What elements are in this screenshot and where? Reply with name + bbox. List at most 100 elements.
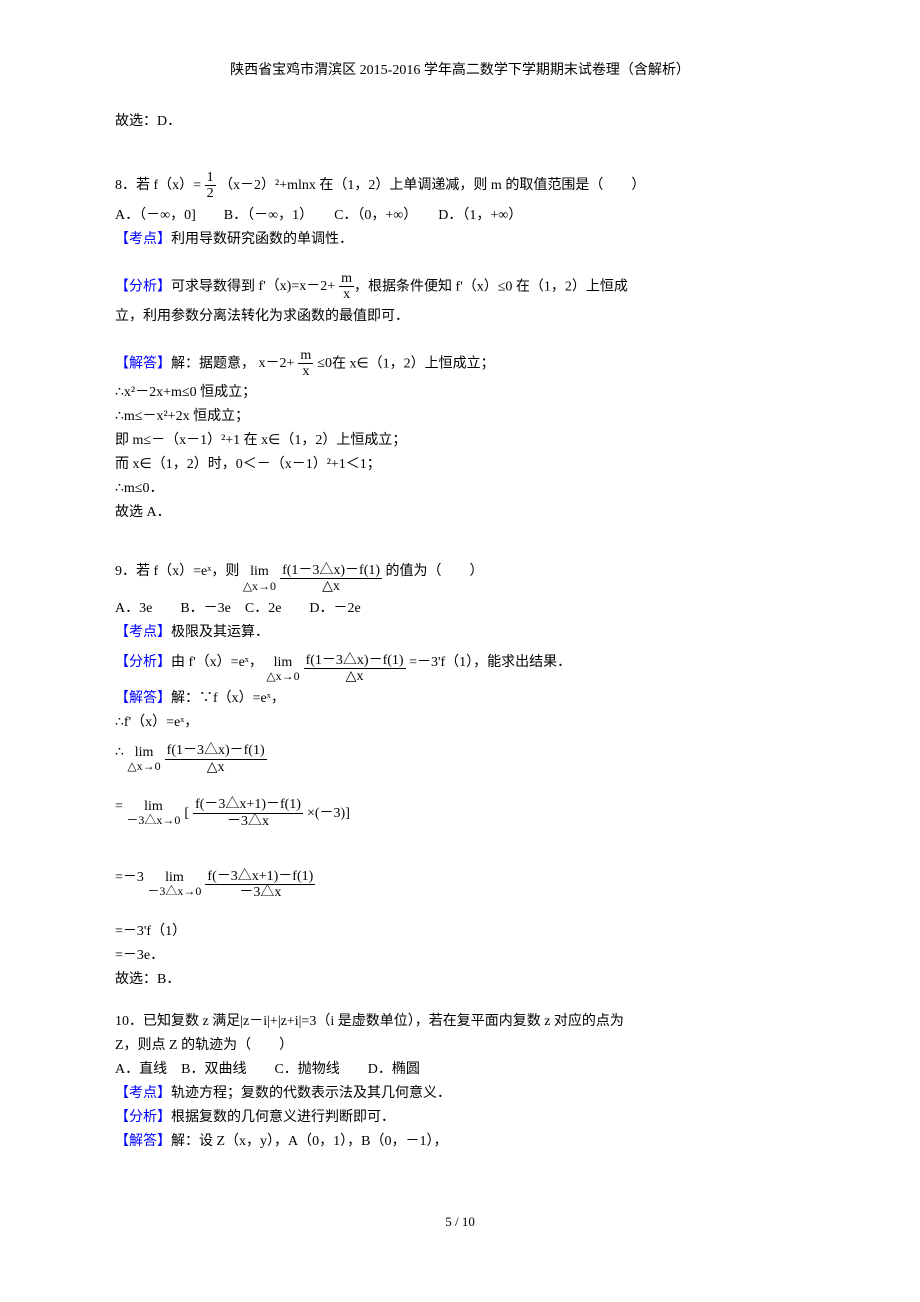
frac-den: △x (304, 669, 406, 684)
q8-deriv-expr: f'（x)=x－2+mx (259, 271, 355, 303)
frac-num: f(1－3△x)－f(1) (280, 563, 382, 579)
q8-jd-l3: ∴m≤－x²+2x 恒成立； (115, 406, 805, 427)
frac-num: m (298, 348, 313, 364)
kd-label: 【考点】 (115, 625, 171, 640)
lim-stack: lim △x→0 (243, 564, 276, 593)
fx-label: 【分析】 (115, 279, 171, 294)
jd-l1: 解：∵f（x）=eˣ， (171, 691, 285, 706)
frac-den: －3△x (205, 885, 315, 900)
lim-under: △x→0 (127, 760, 160, 773)
q10-options: A．直线 B．双曲线 C．抛物线 D．椭圆 (115, 1059, 805, 1080)
lim-under: △x→0 (266, 670, 299, 683)
fx-prefix: 由 f'（x）=eˣ， (171, 655, 263, 670)
q9-jd-limit-1: lim △x→0 f(1－3△x)－f(1)△x (127, 743, 266, 775)
jd-l1-suffix: 在 x∈（1，2）上恒成立； (332, 356, 495, 371)
jd-l1-expr: x－2+ (259, 353, 295, 374)
q10-l2: Z，则点 Z 的轨迹为（ ） (115, 1035, 805, 1056)
q8-frac-half: 12 (205, 170, 216, 202)
q9-jd-block2: = lim －3△x→0 [ f(－3△x+1)－f(1)－3△x ×(－3)] (115, 796, 805, 829)
q9-jd-l6: =－3'f（1） (115, 921, 805, 942)
lim-stack: lim －3△x→0 (126, 799, 180, 828)
q9-stem-prefix: 9．若 f（x）=eˣ，则 (115, 564, 239, 579)
q9-fx-limit: lim △x→0 f(1－3△x)－f(1)△x (266, 653, 405, 685)
q8-jd-l5: 而 x∈（1，2）时，0＜－（x－1）²+1＜1； (115, 454, 805, 475)
kd-text: 利用导数研究函数的单调性． (171, 232, 353, 247)
kd-label: 【考点】 (115, 232, 171, 247)
jd-l3-prefix: ∴ (115, 745, 124, 760)
q8-stem-suffix: （x－2）²+mlnx 在（1，2）上单调递减，则 m 的取值范围是（ ） (219, 178, 645, 193)
jd-label: 【解答】 (115, 691, 171, 706)
deriv-lhs: f'（x)=x－2+ (259, 276, 336, 297)
q8-jd-l2: ∴x²－2x+m≤0 恒成立； (115, 382, 805, 403)
lim-frac: f(1－3△x)－f(1)△x (165, 743, 267, 775)
q8-stem-prefix: 8．若 f（x）= (115, 178, 201, 193)
q8-stem: 8．若 f（x）= 12 （x－2）²+mlnx 在（1，2）上单调递减，则 m… (115, 170, 805, 202)
q10-jiedа: 【解答】解：设 Z（x，y），A（0，1），B（0，－1）， (115, 1131, 805, 1152)
fx-label: 【分析】 (115, 655, 171, 670)
q9-kaodian: 【考点】极限及其运算． (115, 622, 805, 643)
frac-m-x: mx (339, 271, 354, 303)
frac-den: 2 (205, 186, 216, 201)
lim-frac: f(－3△x+1)－f(1)－3△x (193, 797, 303, 829)
frac-m-x: mx (298, 348, 313, 380)
frac-num: f(－3△x+1)－f(1) (193, 797, 303, 813)
q9-limit-expr: lim △x→0 f(1－3△x)－f(1)△x (243, 563, 382, 595)
q9-jd-l1: 【解答】解：∵f（x）=eˣ， (115, 688, 805, 709)
q8-kaodian: 【考点】利用导数研究函数的单调性． (115, 229, 805, 250)
frac-num: m (339, 271, 354, 287)
q9-stem-suffix: 的值为（ ） (386, 564, 484, 579)
q10-l1: 10．已知复数 z 满足|z－i|+|z+i|=3（i 是虚数单位），若在复平面… (115, 1011, 805, 1032)
page-footer: 5 / 10 (115, 1212, 805, 1232)
q8-jd-l4: 即 m≤－（x－1）²+1 在 x∈（1，2）上恒成立； (115, 430, 805, 451)
jd-text: 解：设 Z（x，y），A（0，1），B（0，－1）， (171, 1134, 448, 1149)
frac-num: 1 (205, 170, 216, 186)
b2-prefix: = (115, 799, 123, 814)
lim-frac: f(1－3△x)－f(1)△x (304, 653, 406, 685)
frac-den: －3△x (193, 814, 303, 829)
q8-jd-l7: 故选 A． (115, 502, 805, 523)
q8-jd-expr: x－2+mx≤0 (259, 348, 332, 380)
jd-label: 【解答】 (115, 356, 171, 371)
page-total: 10 (462, 1214, 475, 1229)
q8-fenxi-l1: 【分析】可求导数得到 f'（x)=x－2+mx ，根据条件便知 f'（x）≤0 … (115, 271, 805, 303)
lim-word: lim (243, 564, 276, 579)
q9-fenxi: 【分析】由 f'（x）=eˣ， lim △x→0 f(1－3△x)－f(1)△x… (115, 652, 805, 685)
q8-fenxi-l2: 立，利用参数分离法转化为求函数的最值即可． (115, 306, 805, 327)
mult-close: ×(－3)] (307, 803, 350, 824)
q9-jd-block3: =－3 lim －3△x→0 f(－3△x+1)－f(1)－3△x (115, 867, 805, 900)
fx-rhs: =－3'f（1），能求出结果． (409, 655, 571, 670)
lim-frac: f(1－3△x)－f(1)△x (280, 563, 382, 595)
frac-num: f(－3△x+1)－f(1) (205, 869, 315, 885)
header-title: 陕西省宝鸡市渭滨区 2015-2016 学年高二数学下学期期末试卷理（含解析） (230, 63, 690, 78)
q8-options: A．（－∞，0] B．（－∞，1） C．（0，+∞） D．（1，+∞） (115, 205, 805, 226)
frac-den: x (298, 364, 313, 379)
kd-label: 【考点】 (115, 1086, 171, 1101)
fx-suffix1: ，根据条件便知 f'（x）≤0 在（1，2）上恒成 (354, 279, 628, 294)
q10-kaodian: 【考点】轨迹方程；复数的代数表示法及其几何意义． (115, 1083, 805, 1104)
lim-frac: f(－3△x+1)－f(1)－3△x (205, 869, 315, 901)
q9-jd-l3: ∴ lim △x→0 f(1－3△x)－f(1)△x (115, 742, 805, 775)
lim-under: －3△x→0 (126, 814, 180, 827)
q9-jd-limit-2: lim －3△x→0 [ f(－3△x+1)－f(1)－3△x ×(－3)] (126, 797, 349, 829)
page-sep: / (452, 1214, 462, 1229)
lim-word: lim (266, 655, 299, 670)
frac-den: △x (165, 760, 267, 775)
q9-jd-l2: ∴f'（x）=eˣ， (115, 712, 805, 733)
frac-num: f(1－3△x)－f(1) (165, 743, 267, 759)
lim-stack: lim △x→0 (266, 655, 299, 684)
leq0: ≤0 (317, 353, 332, 374)
lim-stack: lim －3△x→0 (147, 870, 201, 899)
q9-jd-l8: 故选：B． (115, 969, 805, 990)
q10-fenxi: 【分析】根据复数的几何意义进行判断即可． (115, 1107, 805, 1128)
fx-text: 根据复数的几何意义进行判断即可． (171, 1110, 395, 1125)
b3-prefix: =－3 (115, 870, 144, 885)
lim-word: lim (147, 870, 201, 885)
jd-l1-prefix: 解：据题意， (171, 356, 255, 371)
q9-jd-l7: =－3e． (115, 945, 805, 966)
q8-jd-l6: ∴m≤0． (115, 478, 805, 499)
frac-den: x (339, 287, 354, 302)
q9-stem: 9．若 f（x）=eˣ，则 lim △x→0 f(1－3△x)－f(1)△x 的… (115, 561, 805, 594)
q8-jd-l1: 【解答】解：据题意， x－2+mx≤0 在 x∈（1，2）上恒成立； (115, 348, 805, 380)
open-bracket: [ (184, 803, 189, 824)
lim-under: △x→0 (243, 580, 276, 593)
